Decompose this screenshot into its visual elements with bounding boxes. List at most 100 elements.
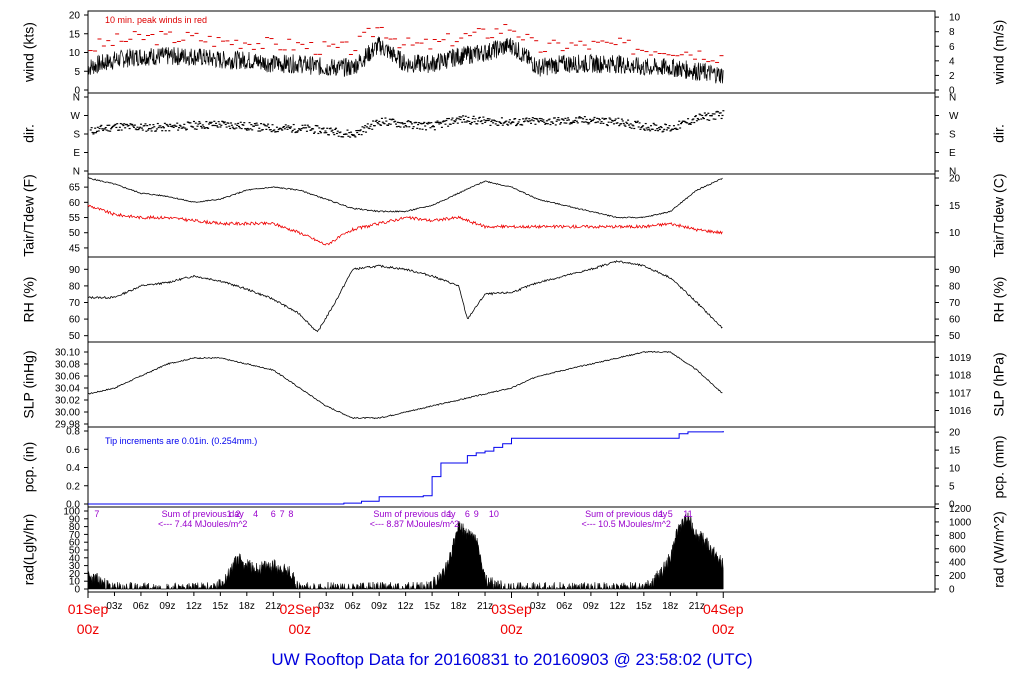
dir-point — [240, 127, 243, 130]
dir-point — [719, 112, 722, 114]
x-tick-label-18: 15z — [636, 601, 652, 612]
dir-point — [551, 121, 554, 123]
dir-point — [375, 119, 378, 121]
dir-point — [661, 131, 664, 133]
dir-point — [151, 127, 154, 129]
temp-left-tick-label-1: 50 — [69, 228, 81, 239]
dir-point — [502, 122, 505, 124]
dir-point — [543, 121, 546, 123]
dir-point — [596, 117, 599, 119]
dir-point — [545, 120, 548, 122]
dir-point — [416, 127, 419, 129]
dir-point — [200, 127, 203, 129]
dir-point — [229, 127, 232, 130]
dir-point — [624, 125, 627, 127]
dir-point — [322, 127, 325, 129]
pcp-ylabel-right: pcp. (mm) — [991, 436, 1007, 499]
dir-point — [641, 126, 644, 128]
dir-point — [129, 123, 132, 125]
dir-point — [197, 123, 200, 125]
dir-point — [452, 122, 455, 124]
dir-point — [713, 113, 716, 115]
dir-point — [458, 116, 461, 118]
dir-point — [280, 128, 283, 130]
dir-point — [692, 118, 695, 120]
dir-point — [166, 124, 169, 126]
dir-point — [95, 130, 98, 132]
dir-point — [655, 124, 658, 126]
dir-point — [259, 130, 262, 132]
dir-point — [473, 121, 476, 123]
dir-point — [292, 123, 295, 126]
dir-point — [283, 128, 286, 130]
dir-point — [144, 123, 147, 125]
dir-point — [120, 129, 123, 131]
dir-point — [510, 122, 513, 124]
x-tick-label-2: 09z — [159, 601, 175, 612]
dir-point — [695, 120, 698, 122]
dir-point — [317, 132, 320, 135]
dir-point — [634, 120, 637, 123]
dir-point — [549, 123, 552, 126]
x-tick-label-1: 06z — [133, 601, 149, 612]
dir-point — [102, 129, 105, 132]
dir-point — [616, 122, 619, 124]
x-tick-label-9: 09z — [371, 601, 387, 612]
dir-point — [570, 122, 573, 125]
dir-point — [202, 126, 205, 128]
dir-point — [385, 120, 388, 122]
dir-point — [319, 130, 322, 133]
dir-point — [408, 126, 411, 128]
dir-point — [633, 127, 636, 130]
slp-left-tick-label-3: 30.04 — [55, 384, 80, 395]
dir-point — [330, 130, 333, 132]
dir-point — [155, 130, 158, 132]
dir-point — [159, 125, 162, 127]
x-tick-label-4: 15z — [212, 601, 228, 612]
temp-right-tick-label-1: 15 — [949, 201, 961, 212]
dir-point — [349, 136, 352, 138]
dir-point — [403, 122, 406, 125]
dir-point — [529, 120, 532, 122]
dir-point — [222, 121, 225, 123]
dir-point — [425, 129, 428, 131]
dir-point — [536, 118, 539, 120]
rad-right-tick-label-6: 1200 — [949, 504, 972, 515]
dir-point — [621, 120, 624, 122]
dir-point — [515, 124, 518, 127]
dir-point — [484, 121, 487, 123]
dir-point — [462, 115, 465, 117]
dir-point — [312, 132, 315, 134]
dir-point — [321, 128, 324, 130]
dir-point — [467, 116, 470, 119]
dir-point — [576, 122, 579, 124]
dir-point — [402, 123, 405, 125]
dir-point — [526, 120, 529, 122]
dir-point — [331, 129, 334, 131]
dir-point — [610, 121, 613, 123]
dir-point — [440, 126, 443, 128]
dir-point — [455, 119, 458, 121]
dir-point — [689, 123, 692, 125]
dir-point — [569, 122, 572, 124]
slp-left-tick-label-5: 30.08 — [55, 360, 80, 371]
rh-frame — [87, 256, 936, 343]
x-date-time-1: 00z — [288, 621, 311, 637]
dir-point — [355, 130, 358, 132]
dir-point — [585, 118, 588, 121]
dir-point — [387, 124, 390, 126]
dir-point — [194, 122, 197, 124]
dir-point — [654, 129, 657, 132]
dir-point — [384, 117, 387, 119]
dir-point — [300, 127, 303, 130]
dir-point — [487, 119, 490, 122]
dir-point — [492, 122, 495, 124]
dir-point — [181, 127, 184, 129]
dir-point — [90, 127, 93, 129]
dir-point — [503, 121, 506, 124]
rad-annotation-0: Sum of previous day — [162, 509, 245, 519]
temp-left-tick-label-0: 45 — [69, 243, 81, 254]
dir-point — [397, 125, 400, 128]
dir-point — [348, 132, 351, 134]
dir-point — [438, 123, 441, 125]
